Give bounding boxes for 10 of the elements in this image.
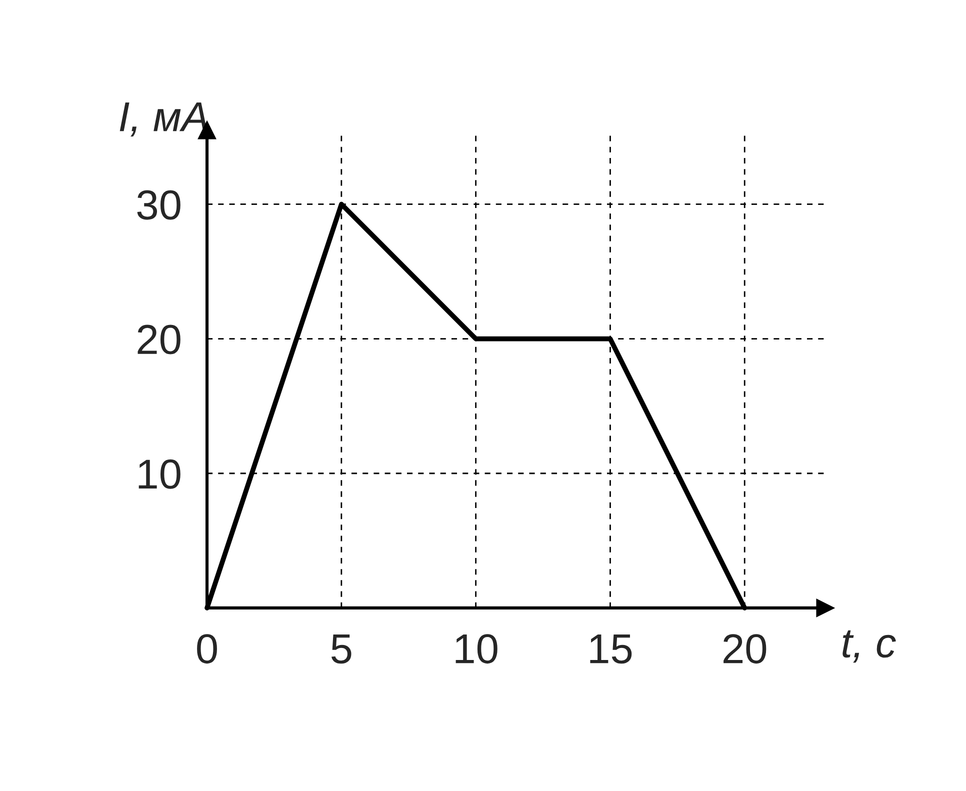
x-axis-title: t, с — [842, 630, 896, 663]
x-tick-label: 5 — [331, 634, 352, 664]
y-tick-label: 30 — [137, 190, 180, 220]
y-axis-title: I, мА — [120, 102, 208, 136]
x-tick-label: 15 — [590, 634, 632, 664]
x-tick-label: 0 — [197, 634, 217, 664]
x-tick-label: 20 — [724, 634, 766, 664]
y-tick-label: 20 — [138, 324, 180, 354]
y-tick-label: 10 — [138, 459, 180, 489]
x-tick-label: 10 — [456, 634, 498, 664]
